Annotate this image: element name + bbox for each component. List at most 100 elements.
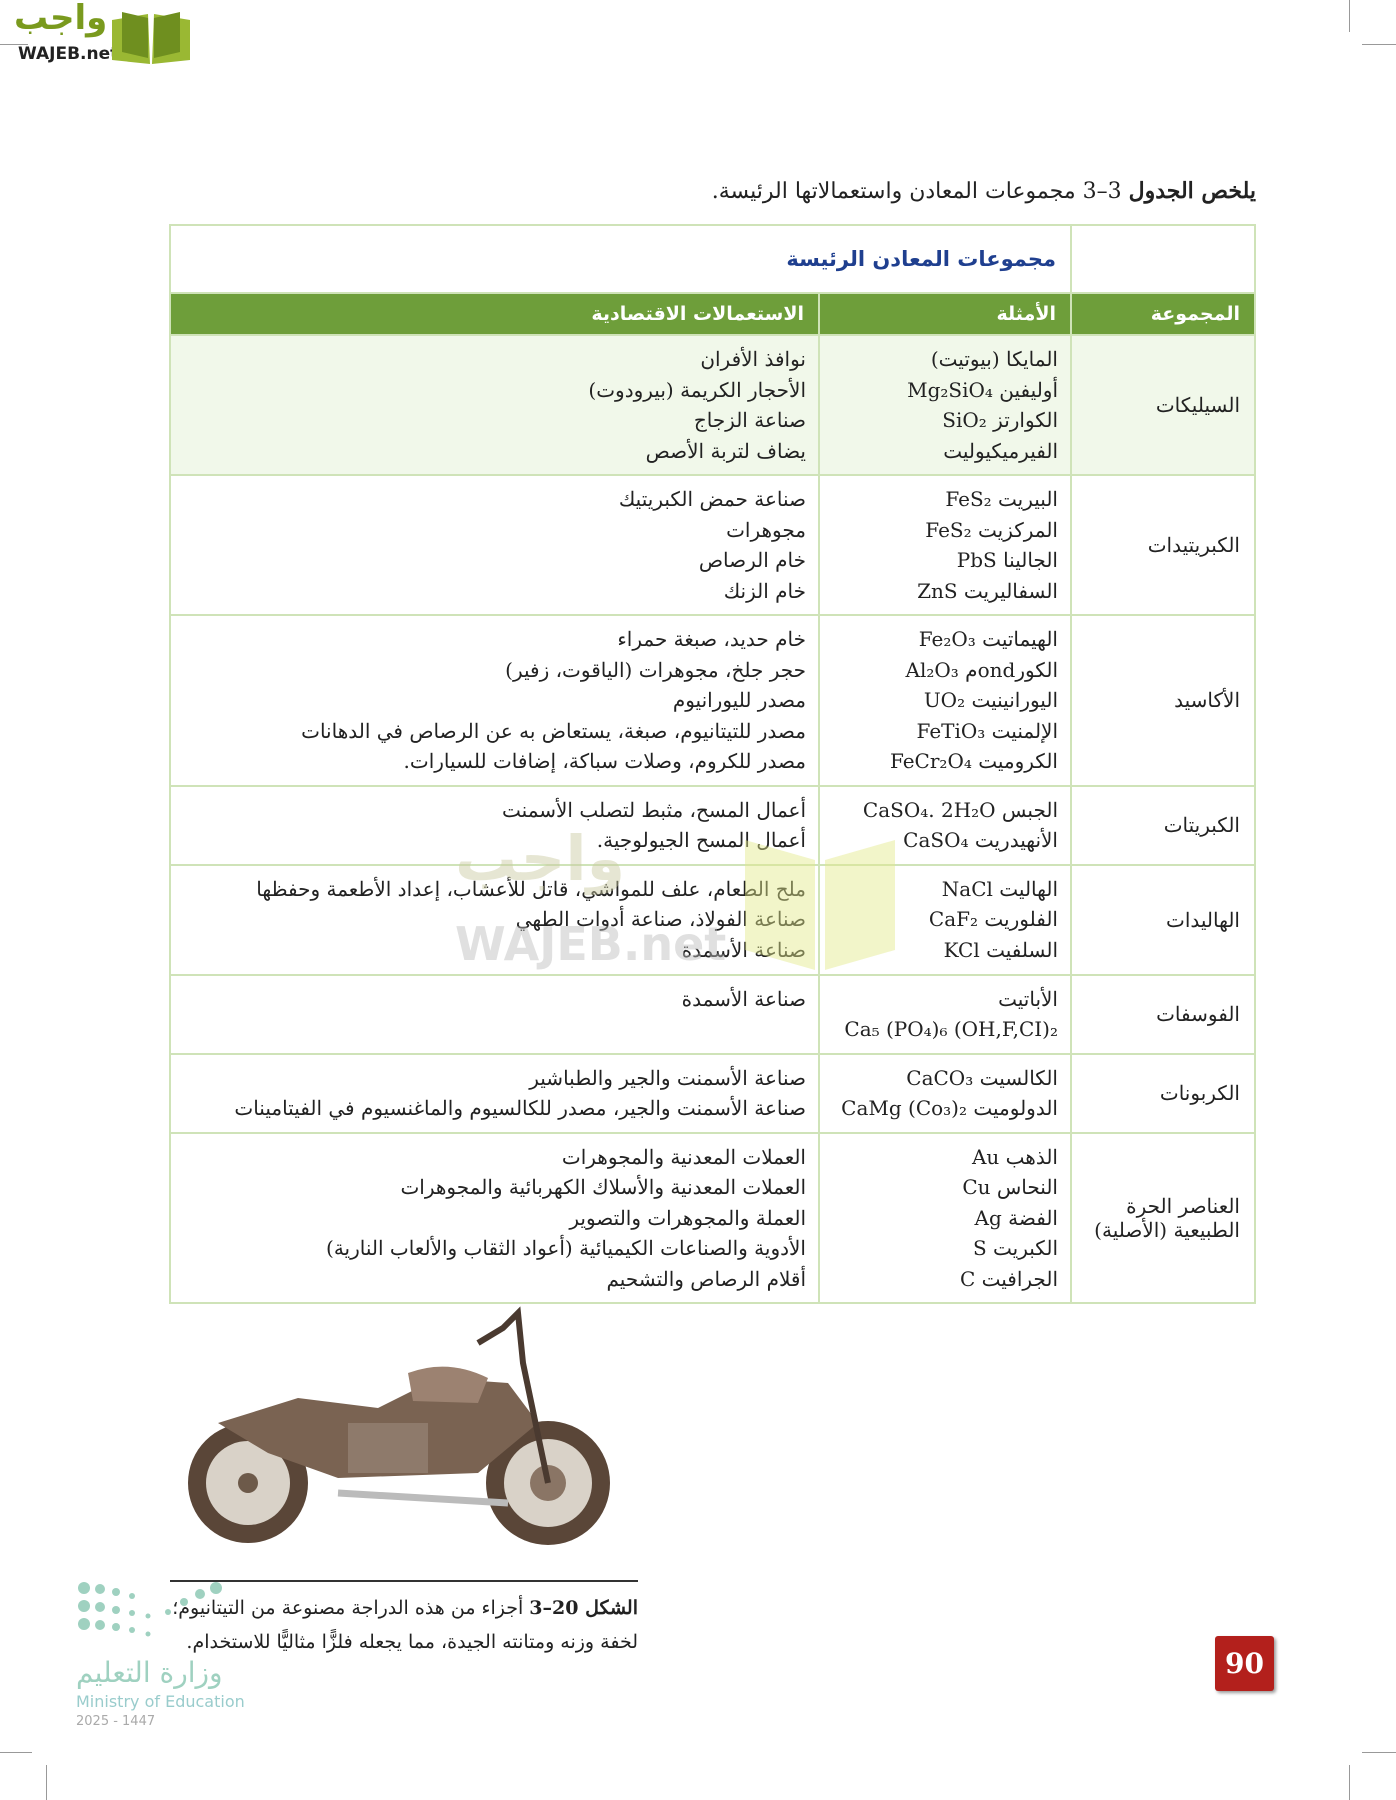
use-item: العملة والمجوهرات والتصوير [569,1205,806,1230]
group-cell: الفوسفات [1070,973,1256,1055]
intro-text: يلخص الجدول 3–3 مجموعات المعادن واستعمال… [712,178,1256,204]
table-row: الأكاسيد الهيماتيت Fe₂O₃ الكورondم Al₂O₃ ال… [169,614,1256,787]
crop-mark [1362,44,1396,45]
examples-cell: الهاليت NaCl الفلوريت CaF₂ السلفيت KCl [818,863,1072,976]
ministry-english: Ministry of Education [76,1692,245,1711]
example-item: الكالسيت CaCO₃ [906,1065,1058,1090]
example-item: الجبس CaSO₄. 2H₂O [862,797,1058,822]
example-item: الكروميت FeCr₂O₄ [889,749,1058,773]
crop-mark [0,44,28,45]
example-item: الدولوميت CaMg (Co₃)₂ [841,1096,1058,1120]
table-number: الجدول 3–3 [1070,224,1256,294]
example-item: السلفيت KCl [943,937,1058,962]
example-item: الذهب Au [971,1144,1058,1169]
crop-mark [0,1752,32,1753]
use-item: مصدر لليورانيوم [672,688,806,712]
use-item: العملات المعدنية والمجوهرات [561,1144,806,1169]
example-item: المركزيت FeS₂ [925,517,1058,542]
use-item: العملات المعدنية والأسلاك الكهربائية وال… [400,1175,806,1199]
example-item: الفضة Ag [974,1205,1058,1230]
table-title: مجموعات المعادن الرئيسة [169,224,1072,294]
example-item: الإلمنيت FeTiO₃ [916,718,1058,743]
book-icon [112,12,190,64]
use-item: أقلام الرصاص والتشحيم [606,1266,806,1291]
use-item: أعمال المسح الجيولوجية. [596,828,806,852]
example-item: الكورondم Al₂O₃ [905,657,1058,682]
uses-cell: صناعة الأسمدة [169,973,820,1055]
examples-cell: البيريت FeS₂ المركزيت FeS₂ الجالينا PbS الس… [818,474,1072,616]
uses-cell: أعمال المسح، مثبط لتصلب الأسمنت أعمال الم… [169,784,820,866]
use-item: ملح الطعام، علف للمواشي، قاتل للأعشاب، إ… [256,876,806,901]
use-item: صناعة الزجاج [693,408,806,432]
example-item: المايكا (بيوتيت) [930,347,1058,371]
examples-cell: الذهب Au النحاس Cu الفضة Ag الكبريت S الجراف… [818,1131,1072,1304]
examples-cell: الهيماتيت Fe₂O₃ الكورondم Al₂O₃ اليورانيني… [818,614,1072,787]
header-group: المجموعة [1070,292,1256,336]
use-item: الأدوية والصناعات الكيميائية (أعواد الثق… [326,1236,806,1260]
example-item: الفيرميكيوليت [943,438,1058,463]
minerals-table: الجدول 3–3 مجموعات المعادن الرئيسة المجم… [169,224,1256,1304]
examples-cell: المايكا (بيوتيت) أوليفين Mg₂SiO₄ الكوارتز … [818,334,1072,476]
group-cell: الكبريتات [1070,784,1256,866]
uses-cell: خام حديد، صبغة حمراء حجر جلخ، مجوهرات (ال… [169,614,820,787]
use-item: يضاف لتربة الأصص [645,438,806,463]
use-item: صناعة الأسمنت والجير والطباشير [529,1065,806,1090]
group-cell: الأكاسيد [1070,614,1256,787]
group-cell: الكبريتيدات [1070,474,1256,616]
example-item: اليورانينيت UO₂ [923,688,1058,712]
use-item: أعمال المسح، مثبط لتصلب الأسمنت [502,797,806,822]
uses-cell: صناعة الأسمنت والجير والطباشير صناعة الأس… [169,1052,820,1134]
use-item: مصدر للتيتانيوم، صبغة، يستعاض به عن الرص… [301,718,806,743]
example-item: أوليفين Mg₂SiO₄ [907,377,1058,402]
example-item: النحاس Cu [962,1175,1058,1199]
use-item: الأحجار الكريمة (بيرودوت) [588,377,806,402]
use-item: نوافذ الأفران [700,347,806,371]
example-item: الجالينا PbS [956,548,1058,572]
crop-mark [1349,0,1350,32]
use-item: صناعة الفولاذ، صناعة أدوات الطهي [515,907,806,931]
intro-rest: 3–3 مجموعات المعادن واستعمالاتها الرئيسة… [711,179,1129,204]
table-row: الكربونات الكالسيت CaCO₃ الدولوميت CaMg (C… [169,1052,1256,1134]
group-cell: السيليكات [1070,334,1256,476]
examples-cell: الأباتيت Ca₅ (PO₄)₆ (OH,F,CI)₂ [818,973,1072,1055]
example-item: Ca₅ (PO₄)₆ (OH,F,CI)₂ [844,1017,1058,1041]
logo-arabic: واجب [14,0,108,38]
crop-mark [1349,1765,1350,1800]
example-item: الهيماتيت Fe₂O₃ [918,627,1058,651]
page-number: 90 [1215,1636,1274,1691]
use-item: صناعة الأسمدة [681,986,806,1011]
table-row: الكبريتات الجبس CaSO₄. 2H₂O الأنهيدريت CaS… [169,784,1256,866]
example-item: الهاليت NaCl [941,876,1058,901]
motorcycle-image [188,1306,610,1545]
logo-english: WAJEB.net [18,44,119,64]
example-item: الجرافيت C [959,1266,1058,1291]
table-row: الهاليدات الهاليت NaCl الفلوريت CaF₂ السلفي… [169,863,1256,976]
caption-rule [170,1580,638,1582]
uses-cell: العملات المعدنية والمجوهرات العملات المعد… [169,1131,820,1304]
table-row: الكبريتيدات البيريت FeS₂ المركزيت FeS₂ الجا… [169,474,1256,616]
examples-cell: الجبس CaSO₄. 2H₂O الأنهيدريت CaSO₄ [818,784,1072,866]
figure-caption: الشكل 20–3 أجزاء من هذه الدراجة مصنوعة م… [170,1591,638,1659]
ministry-logo: وزارة التعليم Ministry of Education 2025… [76,1580,256,1730]
table-row: العناصر الحرة الطبيعية (الأصلية) الذهب Au… [169,1131,1256,1304]
example-item: الكبريت S [972,1236,1058,1260]
use-item: صناعة الأسمنت والجير، مصدر للكالسيوم وال… [234,1096,806,1120]
ministry-arabic: وزارة التعليم [76,1656,223,1689]
example-item: الكوارتز SiO₂ [942,408,1058,432]
example-item: السفاليريت ZnS [917,578,1058,603]
group-cell: الهاليدات [1070,863,1256,976]
crop-mark [1362,1752,1396,1753]
table-row: الفوسفات الأباتيت Ca₅ (PO₄)₆ (OH,F,CI)₂ صنا… [169,973,1256,1055]
intro-bold: يلخص الجدول [1128,178,1256,204]
wajeb-logo: واجب WAJEB.net [8,0,193,70]
table-row: السيليكات المايكا (بيوتيت) أوليفين Mg₂SiO₄… [169,334,1256,476]
uses-cell: صناعة حمض الكبريتيك مجوهرات خام الرصاص خام … [169,474,820,616]
example-item: الفلوريت CaF₂ [928,907,1058,931]
use-item: صناعة الأسمدة [681,937,806,962]
use-item: خام حديد، صبغة حمراء [617,627,806,651]
use-item: حجر جلخ، مجوهرات (الياقوت، زفير) [505,657,806,682]
uses-cell: ملح الطعام، علف للمواشي، قاتل للأعشاب، إ… [169,863,820,976]
example-item: الأباتيت [998,986,1058,1011]
header-uses: الاستعمالات الاقتصادية [169,292,820,336]
use-item: مجوهرات [726,517,806,542]
